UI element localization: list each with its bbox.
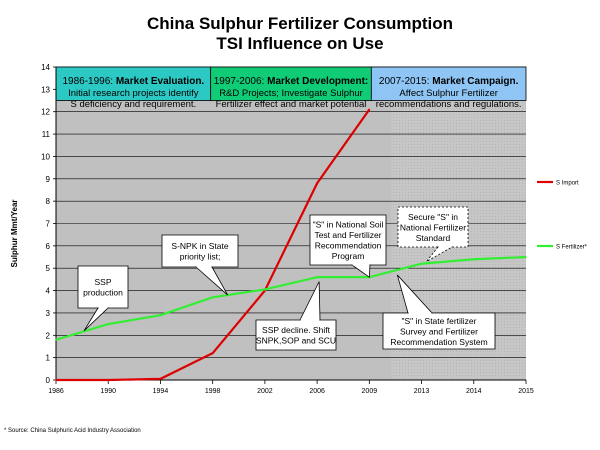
callout-text-secure-s-3: Standard xyxy=(416,233,451,243)
callout-text-state-fertilizer-1: "S" in State fertilizer xyxy=(401,316,476,326)
y-axis-title: Sulphur Mmt/Year xyxy=(10,199,19,267)
callout-text-ssp-decline-2: SNPK,SOP and SCU xyxy=(256,336,336,346)
x-tick-label-8: 2014 xyxy=(466,388,482,395)
callout-text-ssp-production-1: SSP xyxy=(94,277,111,287)
data-point-1-7 xyxy=(368,108,371,111)
phase-line-2-1: R&D Projects; Investigate Sulphur xyxy=(219,88,363,99)
chart-title-block: China Sulphur Fertilizer Consumption TSI… xyxy=(0,14,600,54)
chart-title: China Sulphur Fertilizer Consumption xyxy=(147,14,453,33)
x-tick-label-7: 2013 xyxy=(414,388,430,395)
phase-line-1-2: S deficiency and requirement. xyxy=(70,99,196,110)
data-point-2-4 xyxy=(211,296,214,299)
y-tick-label-8: 8 xyxy=(46,197,51,206)
data-point-2-2 xyxy=(107,323,110,325)
phase-line-3-2: recommendations and regulations. xyxy=(376,99,522,110)
callout-text-secure-s-2: National Fertilizer xyxy=(400,222,466,232)
callout-text-snpk-state-1: S-NPK in State xyxy=(171,241,228,251)
phase-line-1-1: Initial research projects identify xyxy=(68,88,199,99)
data-point-1-6 xyxy=(316,182,318,185)
callout-box-state-fertilizer xyxy=(382,312,496,350)
series-line-2 xyxy=(55,255,527,341)
data-point-2-10 xyxy=(525,256,527,258)
phase-heading-3: 2007-2015: Market Campaign. xyxy=(379,76,519,87)
phase-years-3: 2007-2015: xyxy=(379,76,432,87)
y-tick-label-11: 11 xyxy=(42,130,51,139)
callout-text-national-soil-test-2: Test and Fertilizer xyxy=(314,230,381,240)
y-tick-label-3: 3 xyxy=(46,309,51,318)
phase-heading-2: 1997-2006: Market Development: xyxy=(214,76,369,87)
y-tick-label-10: 10 xyxy=(41,152,50,161)
data-point-2-1 xyxy=(55,338,57,341)
phase-box-1 xyxy=(55,66,212,101)
x-tick-label-3: 1998 xyxy=(205,388,221,395)
phase-years-2: 1997-2006: xyxy=(214,76,267,87)
callout-text-state-fertilizer-3: Recommendation System xyxy=(390,337,487,347)
x-tick-label-9: 2015 xyxy=(518,388,534,395)
callout-text-state-fertilizer-2: Survey and Fertilizer xyxy=(400,326,478,336)
legend-label-2: S Fertilizer* xyxy=(556,245,588,251)
x-tick-label-2: 1994 xyxy=(153,388,169,395)
y-tick-label-13: 13 xyxy=(41,85,50,94)
callout-text-national-soil-test-3: Recommendation xyxy=(315,241,382,251)
phase-line-2-2: Fertilizer effect and market potential xyxy=(216,99,367,110)
x-tick-label-5: 2006 xyxy=(309,388,325,395)
callout-text-snpk-state-2: priority list; xyxy=(180,252,221,262)
phase-title-1: Market Evaluation. xyxy=(116,76,205,87)
callout-text-national-soil-test-1: "S" in National Soil xyxy=(313,220,384,230)
y-tick-label-4: 4 xyxy=(46,287,51,296)
callout-box-ssp-production xyxy=(77,265,129,309)
callout-text-national-soil-test-4: Program xyxy=(332,251,365,261)
callout-text-secure-s-1: Secure "S" in xyxy=(408,212,458,222)
x-tick-label-6: 2009 xyxy=(362,388,378,395)
data-point-2-8 xyxy=(420,262,423,265)
chart-subtitle: TSI Influence on Use xyxy=(216,34,384,53)
y-tick-label-12: 12 xyxy=(41,108,50,117)
callout-text-ssp-decline-1: SSP decline. Shift xyxy=(262,325,331,335)
data-point-2-9 xyxy=(472,258,475,261)
callout-box-secure-s xyxy=(397,206,469,248)
phase-box-2 xyxy=(210,66,372,101)
phase-title-3: Market Campaign. xyxy=(432,76,518,87)
callout-box-national-soil-test xyxy=(309,214,387,266)
x-tick-label-4: 2002 xyxy=(257,388,273,395)
callout-text-ssp-production-2: production xyxy=(83,288,123,298)
y-tick-label-0: 0 xyxy=(46,376,51,385)
y-tick-label-2: 2 xyxy=(46,331,51,340)
legend-label-1: S Import xyxy=(556,181,579,187)
phase-box-3 xyxy=(370,66,527,101)
x-tick-label-1: 1990 xyxy=(100,388,116,395)
data-point-2-6 xyxy=(316,276,318,278)
y-tick-label-6: 6 xyxy=(46,242,51,251)
data-point-1-2 xyxy=(107,379,110,381)
y-tick-label-1: 1 xyxy=(46,354,51,363)
callout-box-snpk-state xyxy=(161,234,239,268)
source-note: * Source: China Sulphuric Acid Industry … xyxy=(4,428,141,434)
phase-heading-1: 1986-1996: Market Evaluation. xyxy=(62,76,204,87)
y-tick-label-9: 9 xyxy=(46,175,51,184)
data-point-1-3 xyxy=(159,378,162,380)
phase-years-1: 1986-1996: xyxy=(62,76,115,87)
x-tick-label-0: 1986 xyxy=(48,388,64,395)
data-point-1-1 xyxy=(55,379,57,381)
y-tick-label-7: 7 xyxy=(46,220,51,229)
y-tick-label-14: 14 xyxy=(41,63,50,72)
phase-line-3-1: Affect Sulphur Fertilizer xyxy=(399,88,498,99)
data-point-1-4 xyxy=(211,352,214,354)
data-point-2-3 xyxy=(159,314,162,316)
data-point-2-5 xyxy=(264,288,266,291)
callout-pointer-secure-s xyxy=(426,246,454,262)
y-tick-label-5: 5 xyxy=(46,264,51,273)
phase-title-2: Market Development: xyxy=(267,76,368,87)
